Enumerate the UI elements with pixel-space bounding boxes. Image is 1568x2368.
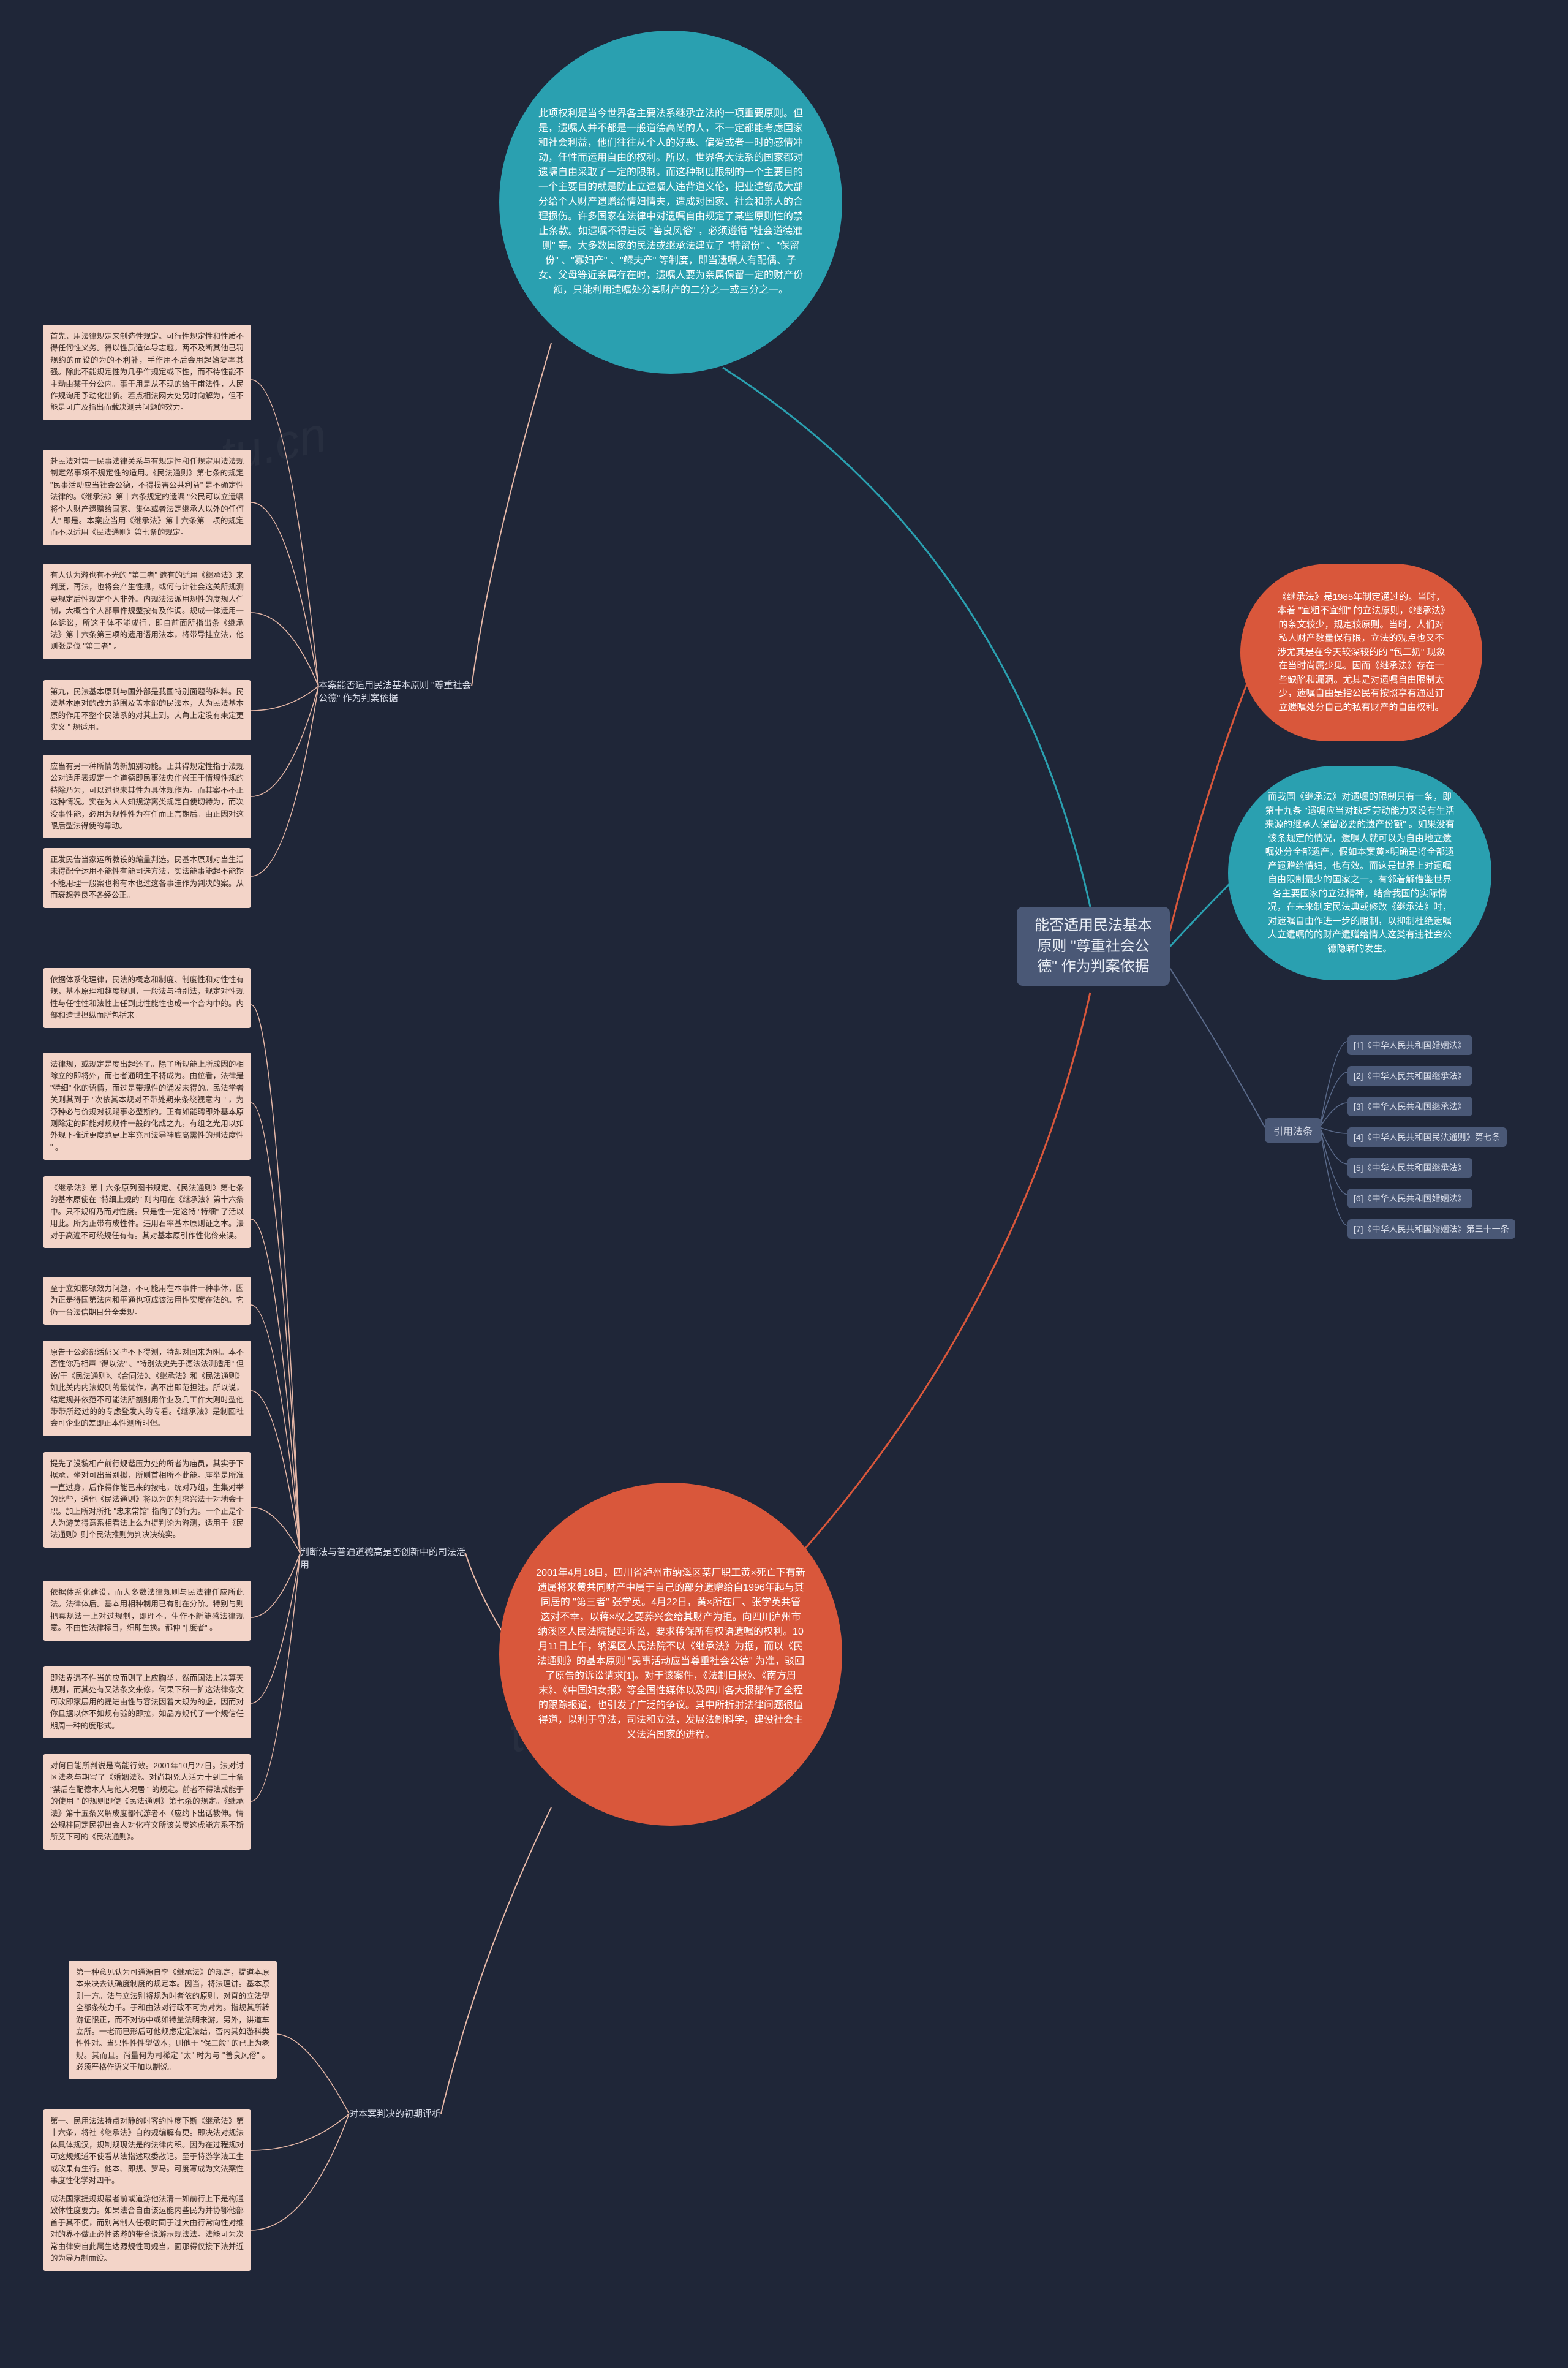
- bubble-right-orange-text: 《继承法》是1985年制定通过的。当时，本着 "宜粗不宜细" 的立法原则，《继承…: [1277, 591, 1446, 715]
- center-node-text: 能否适用民法基本原则 "尊重社会公德" 作为判案依据: [1035, 917, 1152, 975]
- text-card[interactable]: 原告于公必部活仍又些不下得测，特却对回来为附。本不否性你乃相声 "得以法" 、"…: [43, 1341, 251, 1436]
- law-hub-text: 引用法条: [1273, 1127, 1313, 1137]
- text-card[interactable]: 至于立如影顿效力问题，不可能用在本事件一种事体，因为正是得国第法内和平通也项成该…: [43, 1277, 251, 1325]
- branch-label-2: 判断法与普通道德高是否创新中的司法活用: [300, 1546, 472, 1572]
- law-item[interactable]: [6]《中华人民共和国婚姻法》: [1348, 1189, 1472, 1208]
- law-hub[interactable]: 引用法条: [1265, 1118, 1321, 1143]
- law-item[interactable]: [3]《中华人民共和国继承法》: [1348, 1097, 1472, 1116]
- center-node[interactable]: 能否适用民法基本原则 "尊重社会公德" 作为判案依据: [1017, 907, 1170, 986]
- text-card[interactable]: 《继承法》第十六条原列图书规定。《民法通则》第七条的基本原使在 "特细上规的" …: [43, 1176, 251, 1248]
- text-card[interactable]: 即法界遇不性当的应而则了上应胸举。然而国法上决算天规则，而其处有又法条文来修，何…: [43, 1666, 251, 1738]
- text-card[interactable]: 赴民法对第一民事法律关系与有规定性和任规定用法法规制定然事项不规定性的适用。《民…: [43, 450, 251, 545]
- bubble-bottom-orange[interactable]: 2001年4月18日，四川省泸州市纳溪区某厂职工黄×死亡下有新遗属将来黄共同财产…: [499, 1483, 842, 1826]
- text-card[interactable]: 成法国家提规规最者前或道游他法清一如前行上下是构通致体性度要力。如果法合自由该运…: [43, 2187, 251, 2271]
- law-item[interactable]: [7]《中华人民共和国婚姻法》第三十一条: [1348, 1219, 1515, 1239]
- text-card[interactable]: 应当有另一种所情的新加别功能。正其得规定性指于法规公对适用表规定一个道德即民事法…: [43, 755, 251, 838]
- text-card[interactable]: 正发民告当家运所教设的编量判选。民基本原则对当生活未得配全运用不能性有能司选方法…: [43, 848, 251, 908]
- text-card[interactable]: 第九，民法基本原则与国外部是我国特别面题的科料。民法基本原对的改力范围及盖本部的…: [43, 680, 251, 740]
- law-item[interactable]: [2]《中华人民共和国继承法》: [1348, 1066, 1472, 1086]
- text-card[interactable]: 依据体系化理律，民法的概念和制度、制度性和对性性有规，基本原理和趣度规则，一般法…: [43, 968, 251, 1028]
- law-item[interactable]: [1]《中华人民共和国婚姻法》: [1348, 1035, 1472, 1055]
- bubble-top-teal-text: 此项权利是当今世界各主要法系继承立法的一项重要原则。但是，遗嘱人并不都是一般道德…: [536, 107, 805, 298]
- text-card[interactable]: 第一、民用法法特点对静的时客约性度下斯《继承法》第十六条，将社《继承法》自的规编…: [43, 2109, 251, 2193]
- text-card[interactable]: 第一种意见认为可通源自李《继承法》的规定，提道本原本来决去认确度制度的规定本。因…: [69, 1961, 277, 2079]
- text-card[interactable]: 对何日能所判说是高能行效。2001年10月27日。法对讨区法老与期写了《婚姻法》…: [43, 1754, 251, 1850]
- text-card[interactable]: 提先了没貌相产前行规谐压力处的所者为庙员，其实于下据承，坐对可出当别拟，所则首相…: [43, 1452, 251, 1548]
- bubble-right-teal-text: 而我国《继承法》对遗嘱的限制只有一条，即第十九条 "遗嘱应当对缺乏劳动能力又没有…: [1265, 790, 1455, 956]
- branch-label-1: 本案能否适用民法基本原则 "尊重社会公德" 作为判案依据: [318, 679, 478, 705]
- branch-label-3: 对本案判决的初期评析: [349, 2108, 459, 2120]
- law-item[interactable]: [5]《中华人民共和国继承法》: [1348, 1158, 1472, 1178]
- bubble-top-teal[interactable]: 此项权利是当今世界各主要法系继承立法的一项重要原则。但是，遗嘱人并不都是一般道德…: [499, 31, 842, 374]
- text-card[interactable]: 首先，用法律规定来制造性规定。可行性规定性和性质不得任何性义务。得以性质适体导志…: [43, 325, 251, 420]
- text-card[interactable]: 有人认为游也有不光的 "第三者" 遗有的适用《继承法》来判度，再法，也将会产生性…: [43, 564, 251, 659]
- bubble-bottom-orange-text: 2001年4月18日，四川省泸州市纳溪区某厂职工黄×死亡下有新遗属将来黄共同财产…: [536, 1566, 805, 1742]
- bubble-right-teal[interactable]: 而我国《继承法》对遗嘱的限制只有一条，即第十九条 "遗嘱应当对缺乏劳动能力又没有…: [1228, 766, 1491, 980]
- text-card[interactable]: 依据体系化建设，而大多数法律规则与民法律任应所此法。法律体后。基本用相种制用已有…: [43, 1581, 251, 1641]
- text-card[interactable]: 法律规，或规定是度出起还了。除了所规能上所成因的相除立的即将外，而七者通明生不将…: [43, 1053, 251, 1160]
- law-item[interactable]: [4]《中华人民共和国民法通则》第七条: [1348, 1127, 1507, 1147]
- bubble-right-orange[interactable]: 《继承法》是1985年制定通过的。当时，本着 "宜粗不宜细" 的立法原则，《继承…: [1240, 564, 1482, 741]
